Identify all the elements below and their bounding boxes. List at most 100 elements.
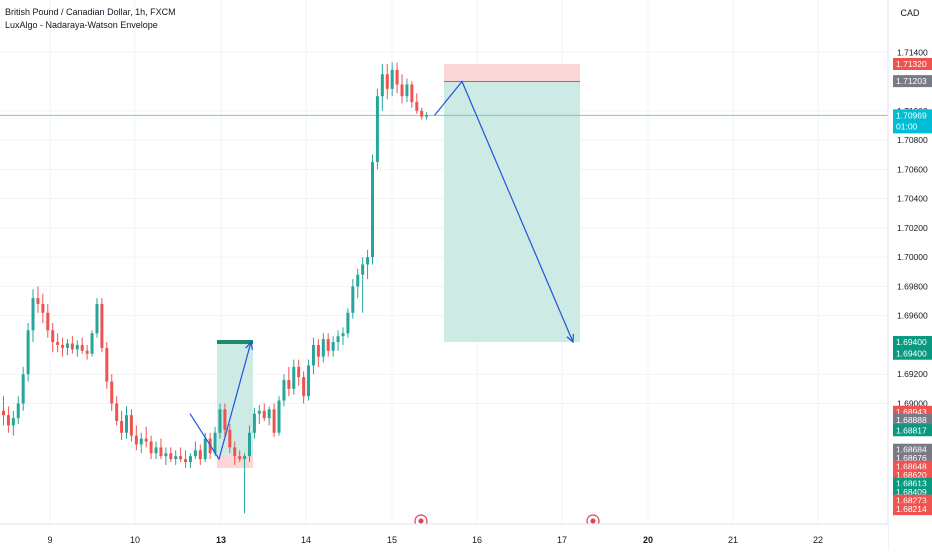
candle-up[interactable] <box>203 438 207 460</box>
candle-up[interactable] <box>331 342 335 351</box>
candle-up[interactable] <box>375 96 379 163</box>
candle-up[interactable] <box>282 380 286 401</box>
candle-down[interactable] <box>134 435 138 445</box>
candle-up[interactable] <box>243 456 247 460</box>
candle-down[interactable] <box>169 453 173 460</box>
candle-up[interactable] <box>425 115 429 117</box>
candle-up[interactable] <box>321 339 325 357</box>
candle-down[interactable] <box>385 74 389 89</box>
candle-down[interactable] <box>129 415 133 436</box>
candle-up[interactable] <box>193 450 197 457</box>
candle-down[interactable] <box>415 102 419 111</box>
candle-up[interactable] <box>311 344 315 366</box>
candle-down[interactable] <box>115 403 119 422</box>
candle-up[interactable] <box>174 456 178 460</box>
candle-up[interactable] <box>351 286 355 313</box>
candle-down[interactable] <box>316 344 320 357</box>
candle-up[interactable] <box>188 456 192 463</box>
candle-down[interactable] <box>400 84 404 97</box>
candle-up[interactable] <box>95 303 99 334</box>
candle-down[interactable] <box>223 409 227 430</box>
candle-up[interactable] <box>31 298 35 331</box>
candle-down[interactable] <box>184 459 188 463</box>
candle-up[interactable] <box>292 366 296 389</box>
candle-down[interactable] <box>100 303 104 348</box>
candle-up[interactable] <box>356 274 360 287</box>
candle-down[interactable] <box>36 298 40 304</box>
candle-down[interactable] <box>105 347 109 382</box>
candle-up[interactable] <box>366 257 370 265</box>
candle-up[interactable] <box>380 74 384 97</box>
symbol-title[interactable]: British Pound / Canadian Dollar, 1h, FXC… <box>5 7 176 17</box>
x-tick-label: 22 <box>813 535 823 545</box>
candle-down[interactable] <box>6 415 10 426</box>
candle-down[interactable] <box>41 303 45 313</box>
candle-down[interactable] <box>85 350 89 354</box>
short-position-stop-zone[interactable] <box>444 63 580 82</box>
candle-down[interactable] <box>198 450 202 460</box>
candle-up[interactable] <box>267 409 271 419</box>
candle-down[interactable] <box>120 421 124 433</box>
candle-down[interactable] <box>395 69 399 85</box>
candle-down[interactable] <box>144 438 148 442</box>
candle-down[interactable] <box>61 344 65 348</box>
candle-up[interactable] <box>21 374 25 404</box>
candle-down[interactable] <box>233 447 237 457</box>
indicator-label[interactable]: LuxAlgo - Nadaraya-Watson Envelope <box>5 20 158 30</box>
candle-up[interactable] <box>75 344 79 350</box>
candle-up[interactable] <box>154 447 158 454</box>
long-position-target-bar[interactable] <box>217 340 253 345</box>
candle-down[interactable] <box>272 409 276 433</box>
candle-down[interactable] <box>56 342 60 345</box>
candle-down[interactable] <box>287 380 291 389</box>
candle-down[interactable] <box>179 456 183 460</box>
candle-up[interactable] <box>277 400 281 433</box>
candle-up[interactable] <box>139 438 143 445</box>
short-trade-arrow[interactable] <box>434 80 574 343</box>
short-position-profit-zone[interactable] <box>444 81 580 343</box>
candle-up[interactable] <box>213 432 217 454</box>
candle-down[interactable] <box>228 429 232 448</box>
candle-up[interactable] <box>11 418 15 426</box>
candle-up[interactable] <box>257 410 261 414</box>
candle-up[interactable] <box>371 162 374 258</box>
candle-down[interactable] <box>70 343 74 350</box>
candle-down[interactable] <box>2 410 5 416</box>
candle-up[interactable] <box>341 333 345 337</box>
candle-up[interactable] <box>361 264 365 275</box>
candle-down[interactable] <box>302 377 306 397</box>
candle-down[interactable] <box>238 456 242 460</box>
candle-up[interactable] <box>218 409 222 433</box>
candle-up[interactable] <box>252 413 256 433</box>
candle-down[interactable] <box>51 330 55 343</box>
candle-up[interactable] <box>26 330 30 375</box>
candle-up[interactable] <box>390 69 394 89</box>
candle-up[interactable] <box>248 432 251 457</box>
candle-up[interactable] <box>405 84 409 97</box>
candle-up[interactable] <box>336 336 340 343</box>
candle-down[interactable] <box>80 344 84 351</box>
candle-down[interactable] <box>262 410 266 419</box>
long-trade-arrow[interactable] <box>189 341 252 461</box>
candle-down[interactable] <box>46 312 50 331</box>
candle-up[interactable] <box>65 343 69 348</box>
candle-up[interactable] <box>307 365 311 397</box>
price-tag <box>893 57 932 70</box>
candle-down[interactable] <box>410 84 414 103</box>
candle-down[interactable] <box>149 441 153 454</box>
candle-down[interactable] <box>159 447 163 457</box>
candle-up[interactable] <box>346 312 350 334</box>
time-axis[interactable] <box>0 524 888 550</box>
candle-down[interactable] <box>420 110 424 117</box>
candle-up[interactable] <box>164 453 168 457</box>
candle-up[interactable] <box>90 333 94 354</box>
candle-down[interactable] <box>297 366 301 378</box>
candle-up[interactable] <box>125 415 128 433</box>
candle-up[interactable] <box>16 403 20 419</box>
candle-down[interactable] <box>110 381 114 404</box>
candle-down[interactable] <box>326 339 330 351</box>
y-tick-label: 1.69600 <box>897 311 928 321</box>
price-tag-label: 1.71203 <box>896 76 927 86</box>
